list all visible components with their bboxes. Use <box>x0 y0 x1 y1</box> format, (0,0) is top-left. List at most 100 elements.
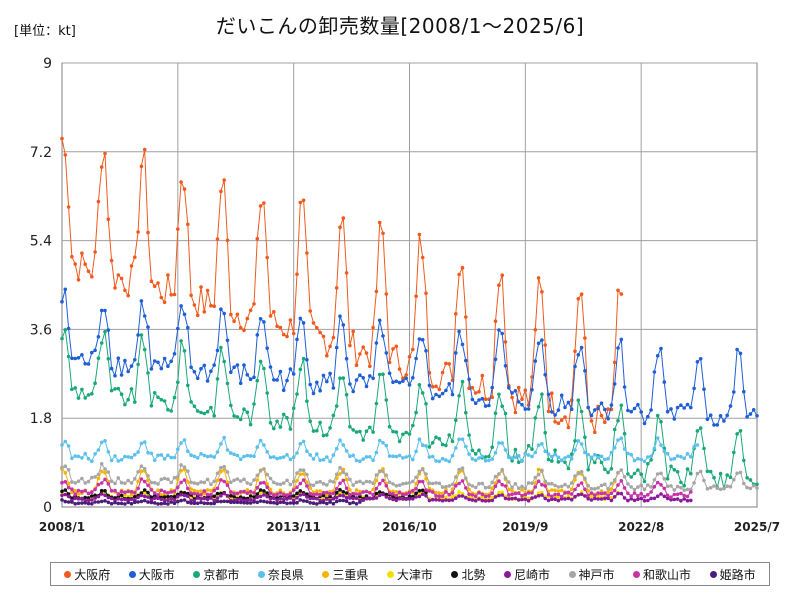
data-point <box>374 341 379 345</box>
data-point <box>242 363 246 367</box>
data-point <box>152 496 157 501</box>
data-point <box>334 345 339 350</box>
data-point <box>745 476 749 480</box>
data-point <box>325 455 329 459</box>
data-point <box>391 495 395 499</box>
data-point <box>434 498 438 502</box>
data-point <box>381 441 385 445</box>
data-point <box>334 472 339 477</box>
data-point <box>391 489 395 494</box>
data-point <box>530 447 534 452</box>
data-point <box>315 492 319 496</box>
data-point <box>348 343 352 348</box>
data-point <box>444 498 448 502</box>
data-point <box>106 357 111 361</box>
data-point <box>573 487 577 492</box>
data-point <box>361 498 366 503</box>
data-point <box>66 481 71 486</box>
data-point <box>569 492 574 496</box>
data-point <box>116 386 121 391</box>
data-point <box>63 470 68 475</box>
data-point <box>252 375 256 380</box>
data-point <box>209 454 213 458</box>
data-point <box>199 410 203 415</box>
data-point <box>86 491 91 496</box>
data-point <box>546 452 551 456</box>
data-point <box>414 356 418 361</box>
data-point <box>285 416 289 420</box>
data-point <box>609 491 614 496</box>
data-point <box>192 501 197 506</box>
data-point <box>368 496 372 501</box>
data-point <box>103 499 107 503</box>
data-point <box>712 484 716 488</box>
data-point <box>205 379 210 383</box>
data-point <box>212 455 216 459</box>
data-point <box>159 453 164 457</box>
data-point <box>225 338 230 343</box>
data-point <box>460 479 465 483</box>
data-point <box>480 454 485 459</box>
data-point <box>742 389 746 394</box>
data-point <box>417 479 422 484</box>
data-point <box>444 490 448 494</box>
data-point <box>447 498 452 503</box>
data-point <box>242 489 246 494</box>
data-point <box>238 479 243 483</box>
data-point <box>215 237 220 241</box>
data-point <box>278 456 283 460</box>
data-point <box>411 479 415 484</box>
data-point <box>596 455 600 460</box>
legend-item: 和歌山市 <box>633 566 691 583</box>
data-point <box>159 501 164 506</box>
data-point <box>215 471 220 476</box>
data-point <box>262 320 266 324</box>
data-point <box>238 500 243 505</box>
legend-item: 大阪市 <box>128 566 175 583</box>
data-point <box>311 429 316 433</box>
data-point <box>176 227 180 231</box>
data-point <box>96 494 101 499</box>
data-point <box>344 495 349 500</box>
data-point <box>420 255 425 260</box>
data-point <box>80 387 84 392</box>
data-point <box>622 447 627 451</box>
data-point <box>341 216 346 220</box>
data-point <box>387 424 392 429</box>
data-point <box>404 496 409 501</box>
data-point <box>99 481 104 485</box>
data-point <box>123 481 127 486</box>
data-point <box>550 459 554 463</box>
data-point <box>133 500 137 505</box>
data-point <box>222 499 226 504</box>
data-point <box>513 496 518 501</box>
data-point <box>685 487 690 492</box>
data-point <box>123 288 127 293</box>
data-point <box>612 478 617 482</box>
data-point <box>268 487 273 492</box>
data-point <box>291 501 296 505</box>
data-point <box>460 494 465 498</box>
data-point <box>136 500 140 504</box>
data-point <box>586 452 590 457</box>
data-point <box>222 311 226 316</box>
data-point <box>546 392 551 397</box>
data-point <box>368 455 372 459</box>
data-point <box>182 498 187 502</box>
data-point <box>361 438 366 442</box>
data-point <box>437 481 442 486</box>
data-point <box>166 364 170 369</box>
data-point <box>179 492 183 497</box>
data-point <box>351 500 356 505</box>
data-point <box>86 457 91 461</box>
legend-item: 北勢 <box>451 566 485 583</box>
data-point <box>106 482 111 486</box>
data-point <box>536 491 541 495</box>
data-point <box>682 406 686 410</box>
data-point <box>149 495 154 500</box>
data-point <box>205 288 210 293</box>
data-point <box>258 469 263 473</box>
data-point <box>311 483 316 488</box>
data-point <box>301 472 306 476</box>
data-point <box>569 497 574 502</box>
